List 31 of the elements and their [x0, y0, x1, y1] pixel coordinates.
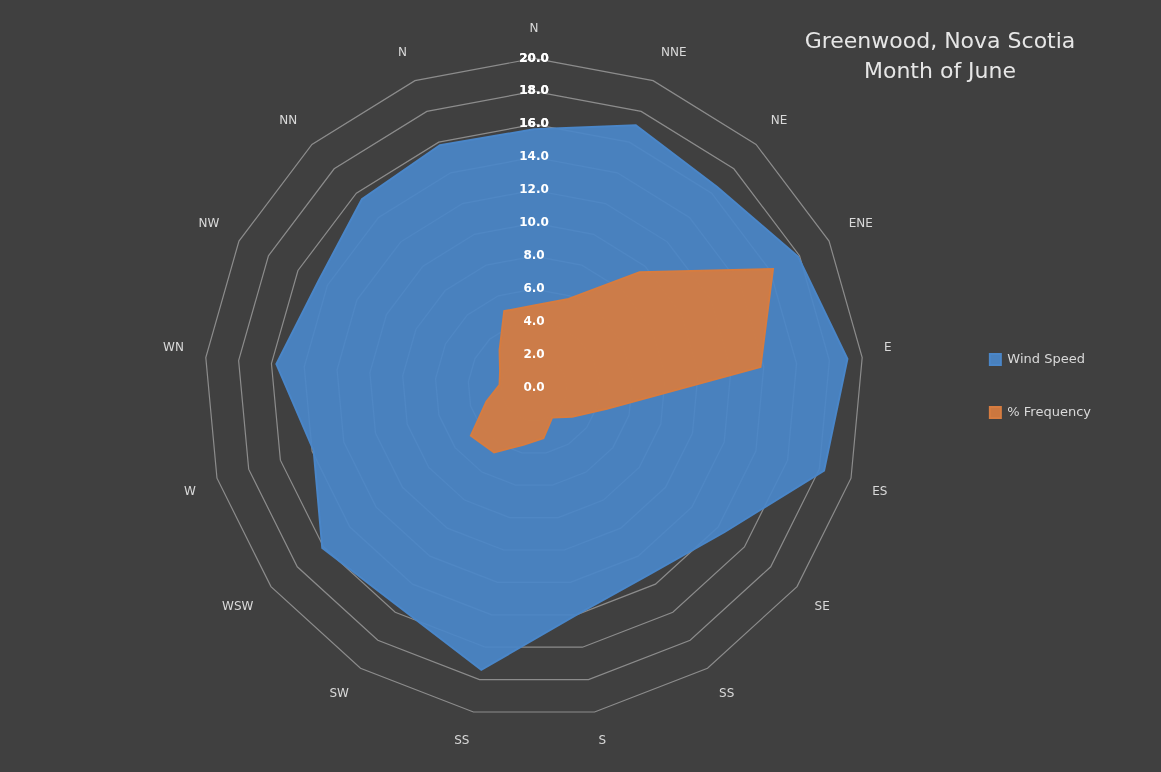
y-tick-label: 14.0	[519, 149, 549, 164]
spoke-label: W	[183, 483, 196, 498]
spoke-label: SE	[814, 599, 830, 614]
spoke-label: WSW	[222, 599, 254, 614]
spoke-label: N	[529, 21, 539, 36]
y-tick-label: 20.0	[519, 50, 549, 65]
spoke-label: SS	[719, 686, 735, 701]
spoke-label: ES	[872, 483, 888, 498]
spoke-label: S	[598, 732, 607, 747]
y-tick-label: 12.0	[519, 182, 549, 197]
spoke-label: N	[398, 45, 407, 60]
spoke-label: ENE	[848, 216, 873, 231]
y-tick-label: 6.0	[523, 281, 545, 296]
y-tick-label: 8.0	[523, 248, 545, 263]
spoke-label: SS	[454, 732, 470, 747]
spoke-label: NNE	[661, 45, 687, 60]
y-tick-label: 0.0	[523, 380, 545, 395]
legend-label: % Frequency	[1007, 403, 1092, 419]
spoke-label: NW	[198, 216, 220, 231]
y-tick-label: 2.0	[523, 347, 545, 362]
y-tick-label: 4.0	[523, 314, 545, 329]
y-tick-label: 16.0	[519, 116, 549, 131]
y-tick-label: 18.0	[519, 83, 549, 98]
legend-label: Wind Speed	[1007, 350, 1085, 366]
text: Greenwood, Nova Scotia Month of June	[803, 27, 1077, 85]
y-tick-label: 10.0	[519, 215, 549, 230]
spoke-label: SW	[329, 686, 350, 701]
spoke-label: WN	[163, 340, 184, 355]
spoke-label: NN	[279, 113, 298, 128]
spoke-label: NE	[770, 113, 788, 128]
spoke-label: E	[884, 340, 892, 355]
